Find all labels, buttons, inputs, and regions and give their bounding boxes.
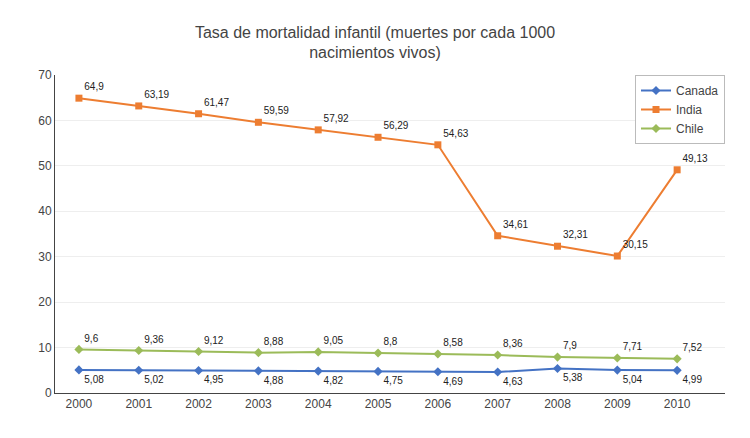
svg-text:64,9: 64,9 (84, 81, 104, 92)
svg-text:5,04: 5,04 (623, 374, 643, 385)
svg-text:2000: 2000 (66, 397, 93, 411)
svg-text:4,95: 4,95 (204, 374, 224, 385)
svg-text:4,99: 4,99 (683, 374, 703, 385)
svg-text:7,52: 7,52 (683, 342, 703, 353)
svg-text:Chile: Chile (676, 122, 704, 136)
svg-text:10: 10 (38, 341, 52, 355)
svg-text:49,13: 49,13 (683, 153, 708, 164)
svg-text:2008: 2008 (544, 397, 571, 411)
svg-text:50: 50 (38, 159, 52, 173)
svg-text:34,61: 34,61 (503, 219, 528, 230)
svg-text:60: 60 (38, 114, 52, 128)
svg-text:8,8: 8,8 (383, 336, 397, 347)
svg-text:Canada: Canada (676, 84, 718, 98)
svg-text:4,63: 4,63 (503, 376, 523, 387)
svg-text:2006: 2006 (425, 397, 452, 411)
svg-text:40: 40 (38, 204, 52, 218)
svg-text:70: 70 (38, 68, 52, 82)
svg-text:32,31: 32,31 (563, 229, 588, 240)
svg-text:2003: 2003 (245, 397, 272, 411)
svg-text:Tasa de mortalidad infantil (m: Tasa de mortalidad infantil (muertes por… (195, 24, 555, 62)
svg-text:30,15: 30,15 (623, 239, 648, 250)
svg-text:5,38: 5,38 (563, 372, 583, 383)
svg-text:8,36: 8,36 (503, 338, 523, 349)
svg-text:30: 30 (38, 250, 52, 264)
svg-text:56,29: 56,29 (383, 120, 408, 131)
svg-text:4,69: 4,69 (443, 376, 463, 387)
svg-text:59,59: 59,59 (264, 105, 289, 116)
svg-text:5,08: 5,08 (84, 374, 104, 385)
svg-text:2001: 2001 (125, 397, 152, 411)
svg-text:61,47: 61,47 (204, 97, 229, 108)
svg-text:2010: 2010 (664, 397, 691, 411)
svg-text:India: India (676, 103, 702, 117)
svg-text:9,6: 9,6 (84, 333, 98, 344)
svg-text:5,02: 5,02 (144, 374, 164, 385)
svg-text:7,9: 7,9 (563, 340, 577, 351)
svg-text:2002: 2002 (185, 397, 212, 411)
svg-text:9,12: 9,12 (204, 335, 224, 346)
svg-text:2005: 2005 (365, 397, 392, 411)
svg-text:8,58: 8,58 (443, 337, 463, 348)
svg-text:0: 0 (45, 386, 52, 400)
svg-text:4,82: 4,82 (324, 375, 344, 386)
svg-text:4,75: 4,75 (383, 375, 403, 386)
svg-text:20: 20 (38, 295, 52, 309)
svg-text:7,71: 7,71 (623, 341, 643, 352)
svg-text:2009: 2009 (604, 397, 631, 411)
svg-text:9,05: 9,05 (324, 335, 344, 346)
svg-text:4,88: 4,88 (264, 375, 284, 386)
svg-text:2007: 2007 (484, 397, 511, 411)
svg-text:8,88: 8,88 (264, 336, 284, 347)
svg-text:9,36: 9,36 (144, 334, 164, 345)
svg-text:2004: 2004 (305, 397, 332, 411)
svg-text:57,92: 57,92 (324, 113, 349, 124)
svg-text:63,19: 63,19 (144, 89, 169, 100)
svg-text:54,63: 54,63 (443, 128, 468, 139)
